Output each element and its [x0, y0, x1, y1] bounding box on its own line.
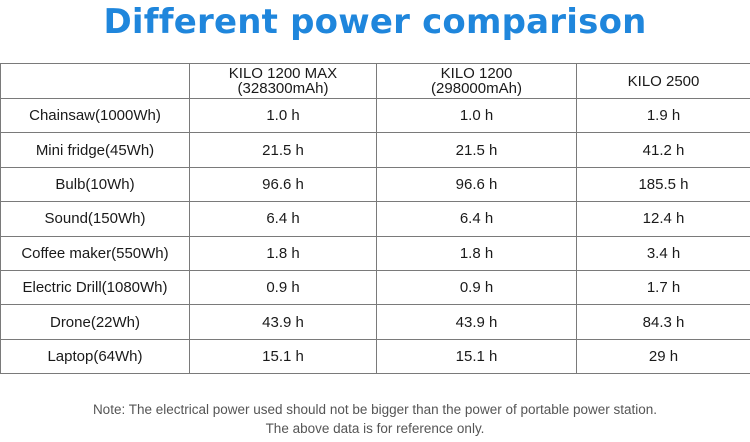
runtime-cell: 1.7 h [576, 269, 750, 306]
runtime-cell: 6.4 h [376, 201, 577, 237]
runtime-cell: 185.5 h [576, 166, 750, 203]
table-row: Chainsaw(1000Wh) 1.0 h 1.0 h 1.9 h [0, 97, 750, 134]
comparison-table: KILO 1200 MAX (328300mAh) KILO 1200 (298… [0, 63, 750, 375]
runtime-cell: 12.4 h [576, 201, 750, 237]
header-cell-device [0, 63, 190, 99]
runtime-cell: 1.0 h [189, 97, 377, 134]
header-cell-kilo1200: KILO 1200 (298000mAh) [376, 63, 577, 99]
table-row: Bulb(10Wh) 96.6 h 96.6 h 185.5 h [0, 166, 750, 203]
device-cell: Electric Drill(1080Wh) [0, 269, 190, 306]
runtime-cell: 15.1 h [376, 338, 577, 375]
header-model-name: KILO 1200 MAX [228, 65, 338, 82]
runtime-cell: 0.9 h [376, 269, 577, 306]
table-row: Drone(22Wh) 43.9 h 43.9 h 84.3 h [0, 304, 750, 340]
runtime-cell: 43.9 h [189, 304, 377, 340]
table-row: Coffee maker(550Wh) 1.8 h 1.8 h 3.4 h [0, 235, 750, 271]
header-cell-kilo2500: KILO 2500 [576, 63, 750, 99]
runtime-cell: 43.9 h [376, 304, 577, 340]
runtime-cell: 15.1 h [189, 338, 377, 375]
runtime-cell: 29 h [576, 338, 750, 375]
runtime-cell: 1.9 h [576, 97, 750, 134]
header-model-name: KILO 2500 [627, 72, 700, 90]
header-model-capacity: (328300mAh) [237, 80, 329, 97]
device-cell: Chainsaw(1000Wh) [0, 97, 190, 134]
header-cell-kilo1200max: KILO 1200 MAX (328300mAh) [189, 63, 377, 99]
header-model-name: KILO 1200 [440, 65, 513, 82]
device-cell: Bulb(10Wh) [0, 166, 190, 203]
runtime-cell: 1.0 h [376, 97, 577, 134]
device-cell: Mini fridge(45Wh) [0, 132, 190, 168]
runtime-cell: 84.3 h [576, 304, 750, 340]
runtime-cell: 21.5 h [189, 132, 377, 168]
runtime-cell: 0.9 h [189, 269, 377, 306]
runtime-cell: 1.8 h [376, 235, 577, 271]
device-cell: Coffee maker(550Wh) [0, 235, 190, 271]
runtime-cell: 41.2 h [576, 132, 750, 168]
runtime-cell: 21.5 h [376, 132, 577, 168]
footnote-line: The above data is for reference only. [265, 421, 485, 436]
footnote: Note: The electrical power used should n… [0, 400, 750, 438]
runtime-cell: 96.6 h [376, 166, 577, 203]
runtime-cell: 3.4 h [576, 235, 750, 271]
device-cell: Drone(22Wh) [0, 304, 190, 340]
footnote-line: Note: The electrical power used should n… [92, 402, 658, 417]
table-header-row: KILO 1200 MAX (328300mAh) KILO 1200 (298… [0, 63, 750, 99]
device-cell: Sound(150Wh) [0, 201, 190, 237]
table-row: Mini fridge(45Wh) 21.5 h 21.5 h 41.2 h [0, 132, 750, 168]
page-title: Different power comparison [103, 2, 647, 42]
runtime-cell: 6.4 h [189, 201, 377, 237]
table-row: Sound(150Wh) 6.4 h 6.4 h 12.4 h [0, 201, 750, 237]
header-model-capacity: (298000mAh) [431, 80, 522, 97]
table-row: Electric Drill(1080Wh) 0.9 h 0.9 h 1.7 h [0, 269, 750, 306]
runtime-cell: 1.8 h [189, 235, 377, 271]
runtime-cell: 96.6 h [189, 166, 377, 203]
table-row: Laptop(64Wh) 15.1 h 15.1 h 29 h [0, 338, 750, 375]
device-cell: Laptop(64Wh) [0, 338, 190, 375]
